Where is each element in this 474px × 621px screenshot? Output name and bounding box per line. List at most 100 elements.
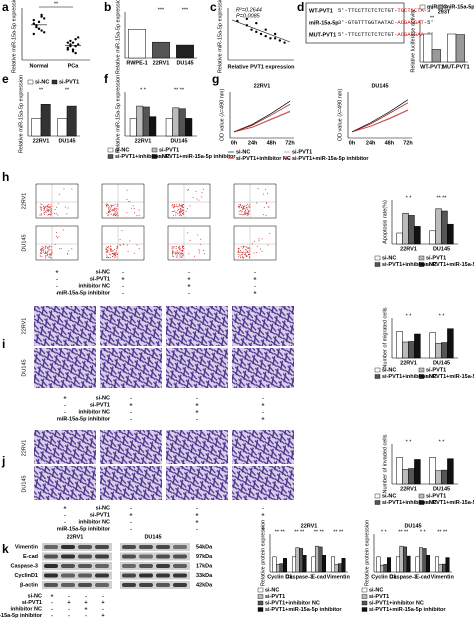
event	[181, 205, 183, 207]
event	[200, 243, 202, 245]
event	[247, 211, 249, 213]
event	[179, 254, 181, 256]
event	[247, 203, 249, 205]
flow-plot	[233, 183, 277, 219]
bar	[178, 108, 186, 137]
bar	[402, 341, 409, 359]
event	[258, 240, 260, 242]
event	[40, 252, 42, 254]
event	[44, 252, 46, 254]
blot-band	[122, 564, 136, 568]
data-point	[77, 36, 80, 39]
bar	[431, 49, 441, 63]
event	[117, 215, 119, 217]
event	[178, 248, 180, 250]
panel-letter: i	[2, 337, 5, 351]
blot-band	[173, 573, 187, 578]
event	[242, 205, 244, 207]
line	[233, 103, 291, 133]
event	[238, 207, 240, 209]
event	[181, 250, 183, 252]
event	[177, 252, 179, 254]
event	[239, 210, 241, 212]
event	[114, 252, 116, 254]
event	[202, 188, 204, 190]
event	[50, 208, 52, 210]
event	[249, 203, 251, 205]
event	[40, 248, 42, 250]
condition-sign: -	[102, 593, 104, 599]
kda-label: 97kDa	[196, 554, 213, 560]
event	[177, 208, 179, 210]
significance: ** **	[436, 195, 447, 201]
bar	[149, 116, 157, 137]
event	[116, 205, 118, 207]
event	[240, 255, 242, 257]
significance: * *	[140, 87, 147, 93]
bar	[283, 558, 288, 573]
condition-sign: +	[129, 512, 132, 518]
blot-band	[122, 573, 136, 578]
event	[50, 208, 52, 210]
event	[46, 209, 48, 211]
y-axis-label: Apoptosis rate(%)	[382, 200, 388, 244]
panel-letter: d	[297, 0, 304, 14]
event	[242, 246, 244, 248]
event	[105, 203, 107, 205]
event	[50, 246, 52, 248]
significance: ** **	[314, 529, 325, 535]
event	[181, 208, 183, 210]
event	[246, 212, 248, 214]
event	[106, 249, 108, 251]
event	[51, 251, 53, 253]
sequence: 5'-TTCCTTCTCTCTGT-TGCTGCTA-3'	[338, 7, 434, 14]
event	[48, 249, 50, 251]
flow-plot	[101, 225, 145, 261]
x-tick-label: 72h	[285, 140, 295, 146]
event	[265, 214, 267, 216]
condition-sign: +	[261, 512, 264, 518]
event	[182, 245, 184, 247]
event	[171, 250, 173, 252]
event	[107, 214, 109, 216]
blot-strip	[120, 543, 190, 551]
event	[108, 247, 110, 249]
line	[233, 100, 291, 133]
bar	[447, 458, 454, 485]
condition-sign: +	[261, 526, 264, 532]
bar	[279, 563, 284, 573]
data-point	[283, 41, 286, 44]
event	[46, 206, 48, 208]
row-label: DU145	[21, 359, 27, 376]
event	[133, 208, 135, 210]
bar	[455, 34, 465, 63]
condition-sign: -	[130, 416, 132, 422]
event	[113, 254, 115, 256]
event	[63, 188, 65, 190]
event	[66, 213, 68, 215]
micrograph	[100, 306, 162, 346]
event	[48, 253, 50, 255]
blot-strip	[42, 543, 112, 551]
condition-sign: +	[84, 600, 87, 606]
event	[106, 204, 108, 206]
event	[113, 252, 115, 254]
event	[247, 205, 249, 207]
condition-sign: -	[85, 613, 87, 619]
category-label: E-cad	[311, 574, 326, 580]
event	[46, 250, 48, 252]
event	[185, 210, 187, 212]
condition-sign: -	[196, 505, 198, 511]
event	[114, 212, 116, 214]
event	[114, 256, 116, 258]
significance: * *	[439, 313, 446, 319]
event	[108, 214, 110, 216]
legend-label: si-PVT1	[426, 493, 446, 499]
event	[111, 204, 113, 206]
legend-swatch	[257, 600, 264, 606]
legend-label: si-PVT1	[292, 149, 312, 155]
event	[249, 248, 251, 250]
data-point	[66, 48, 70, 51]
condition-sign: +	[63, 395, 66, 401]
event	[42, 247, 44, 249]
